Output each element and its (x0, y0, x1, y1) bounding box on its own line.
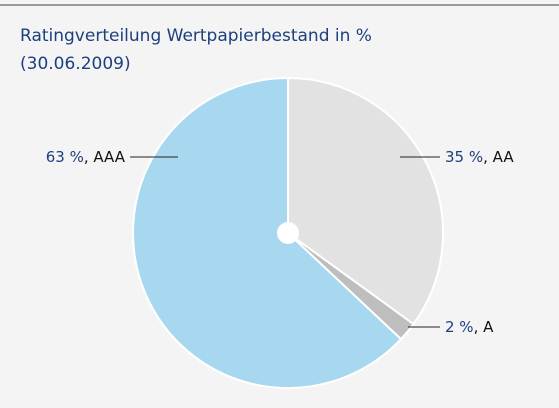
category-label: AAA (93, 148, 125, 166)
pie (132, 76, 444, 389)
pie-slice (287, 76, 444, 326)
value-label: 63 % (46, 148, 84, 166)
chart-subtitle: (30.06.2009) (20, 54, 131, 74)
separator: , (474, 318, 484, 336)
separator: , (84, 148, 94, 166)
category-label: AA (493, 148, 515, 166)
pie-slice (132, 76, 403, 389)
chart-title: Ratingverteilung Wertpapierbestand in % (20, 26, 372, 46)
value-label: 2 % (445, 318, 474, 336)
data-label: 2 %, A (445, 318, 494, 336)
data-label: 63 %, AAA (46, 148, 126, 166)
separator: , (483, 148, 493, 166)
category-label: A (483, 318, 494, 336)
pie-hole (277, 222, 299, 244)
data-label: 35 %, AA (445, 148, 514, 166)
value-label: 35 % (445, 148, 483, 166)
